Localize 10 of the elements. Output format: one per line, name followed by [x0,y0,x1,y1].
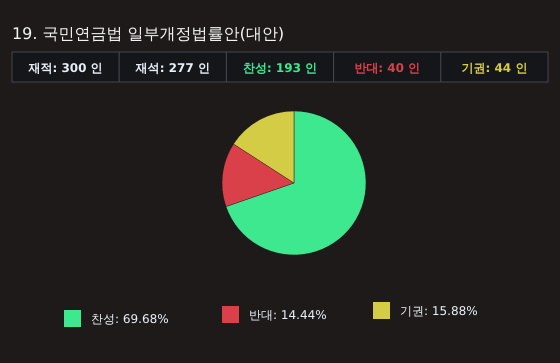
text: 반대: 40 인 [354,61,420,75]
text: 찬성: 193 인 [242,61,318,75]
pie-slice [226,110,366,256]
text: 재석: 277 인 [134,61,210,75]
legend-label: 반대: 14.44% [249,308,327,322]
chart-title: 19. 국민연금법 일부개정법률안(대안) [12,24,284,43]
text: 재적: 300 인 [28,61,103,75]
text: 기권: 44 인 [461,61,528,75]
legend-label: 찬성: 69.68% [91,312,169,326]
legend-label: 기권: 15.88% [400,304,478,318]
